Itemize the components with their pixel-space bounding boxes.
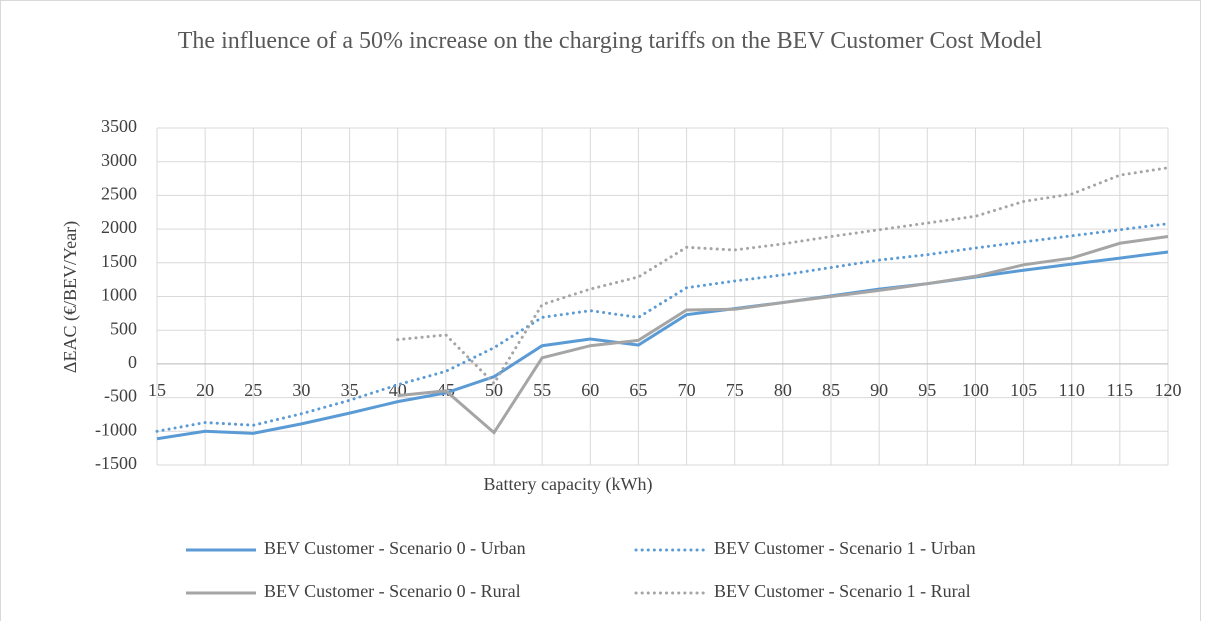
y-tick-label: -1000	[95, 419, 137, 439]
y-tick-label: -1500	[95, 453, 137, 473]
x-axis-label: Battery capacity (kWh)	[484, 474, 653, 495]
x-tick-label: 120	[1155, 380, 1182, 400]
x-tick-label: 30	[292, 380, 310, 400]
y-tick-label: 3000	[101, 150, 137, 170]
x-tick-label: 40	[389, 380, 407, 400]
y-tick-label: 2500	[101, 184, 137, 204]
x-tick-label: 20	[196, 380, 214, 400]
x-tick-label: 50	[485, 380, 503, 400]
y-tick-label: 500	[110, 318, 137, 338]
x-tick-label: 15	[148, 380, 166, 400]
x-tick-label: 100	[962, 380, 989, 400]
series-line	[396, 166, 1170, 386]
y-tick-label: 1000	[101, 285, 137, 305]
x-tick-label: 90	[870, 380, 888, 400]
x-tick-label: 110	[1059, 380, 1085, 400]
y-tick-label: 3500	[101, 116, 137, 136]
x-tick-label: 65	[629, 380, 647, 400]
chart-title: The influence of a 50% increase on the c…	[177, 28, 1043, 54]
x-tick-label: 105	[1010, 380, 1037, 400]
legend-label: BEV Customer - Scenario 1 - Rural	[714, 581, 971, 601]
series-line	[397, 235, 1169, 435]
y-tick-label: 0	[128, 352, 137, 372]
x-tick-label: 55	[533, 380, 551, 400]
x-tick-label: 80	[774, 380, 792, 400]
legend-label: BEV Customer - Scenario 1 - Urban	[714, 538, 976, 558]
x-tick-label: 75	[726, 380, 744, 400]
y-axis-label: ΔEAC (€/BEV/Year)	[60, 221, 81, 373]
y-tick-label: 1500	[101, 251, 137, 271]
x-tick-label: 85	[822, 380, 840, 400]
x-tick-label: 60	[581, 380, 599, 400]
series-line	[155, 222, 1170, 433]
y-tick-label: -500	[104, 386, 137, 406]
x-tick-label: 25	[244, 380, 262, 400]
x-tick-label: 95	[918, 380, 936, 400]
legend-label: BEV Customer - Scenario 0 - Rural	[264, 581, 521, 601]
x-tick-label: 35	[341, 380, 359, 400]
y-tick-label: 2000	[101, 217, 137, 237]
series-line	[156, 250, 1169, 441]
x-tick-label: 115	[1107, 380, 1133, 400]
legend-label: BEV Customer - Scenario 0 - Urban	[264, 538, 526, 558]
x-tick-label: 70	[678, 380, 696, 400]
